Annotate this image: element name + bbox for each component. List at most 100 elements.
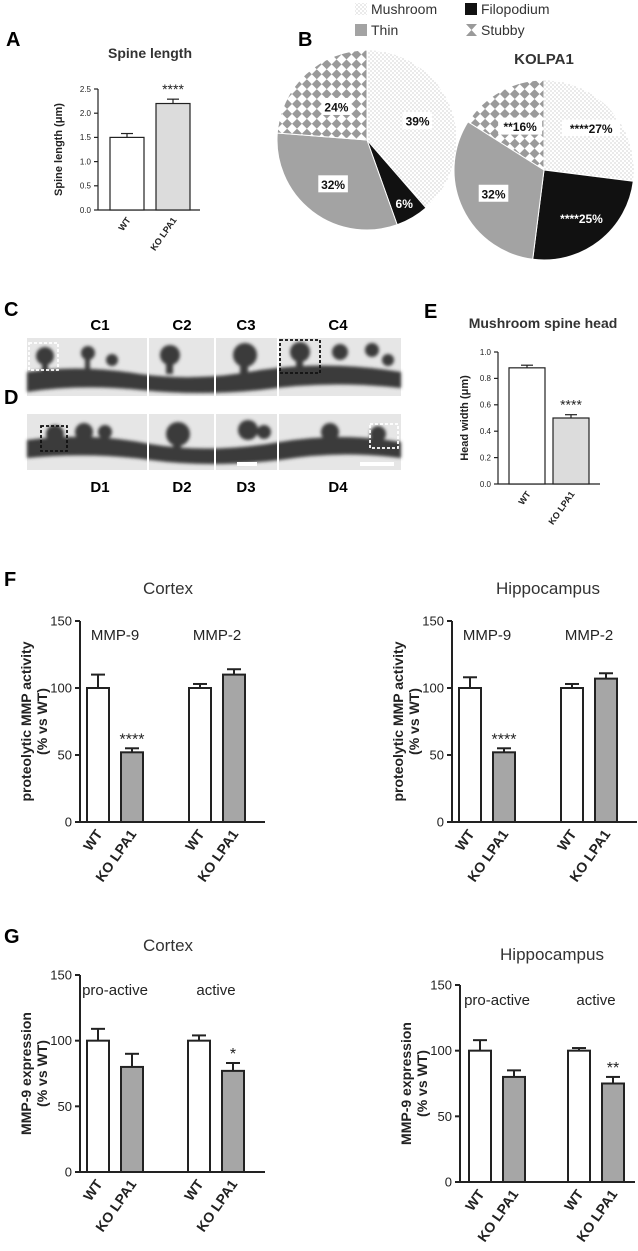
x-tick-label: KO LPA1 (546, 489, 576, 526)
chart-title: Cortex (143, 936, 194, 955)
micrograph-label-c3: C3 (236, 317, 255, 334)
chart-f-cortex: Cortex proteolytic MMP activity (% vs WT) 0… (18, 579, 265, 885)
y-axis-label: MMP-9 expression (18, 1012, 34, 1135)
group-label: MMP-9 (463, 627, 511, 644)
significance-marker: * (230, 1046, 236, 1063)
pie-slice-label: 39% (406, 115, 430, 129)
panel-letter-e: E (424, 301, 437, 323)
legend-label-stubby: Stubby (481, 22, 525, 38)
y-axis-label: proteolytic MMP activity (18, 641, 34, 801)
bar (560, 687, 584, 823)
panel-letter-a: A (6, 29, 20, 51)
x-tick-label: WT (561, 1186, 587, 1213)
bar (468, 1049, 492, 1183)
x-tick-label: WT (116, 215, 133, 233)
legend-swatch-mushroom (355, 3, 367, 15)
pie-title: KOLPA1 (514, 51, 574, 68)
legend-item-filopodium: Filopodium (465, 1, 549, 17)
pie-label-bg (498, 117, 543, 135)
y-tick-label: 150 (50, 968, 72, 983)
micrograph-label-d2: D2 (172, 479, 191, 496)
y-tick-label: 0.0 (480, 480, 492, 489)
bar (86, 687, 110, 823)
legend-label-mushroom: Mushroom (371, 1, 437, 17)
bar (552, 417, 590, 485)
y-axis-label: (% vs WT) (34, 688, 50, 755)
pie-label-bg (318, 175, 348, 193)
pie-slice-stubby (276, 49, 368, 141)
y-axis-label: proteolytic MMP activity (390, 641, 406, 801)
y-tick-label: 50 (58, 748, 72, 763)
micrograph-row-c (27, 338, 401, 396)
chart-g-hippocampus: Hippocampus MMP-9 expression (% vs WT) 0 50 1… (398, 945, 635, 1245)
bar (502, 1075, 526, 1184)
pie-slice-label: 32% (481, 187, 505, 201)
y-axis-label: (% vs WT) (406, 688, 422, 755)
y-tick-label: 1.5 (80, 133, 92, 142)
x-tick-label: WT (182, 826, 208, 853)
y-tick-label: 150 (430, 978, 452, 993)
roi-box-c-white (28, 342, 59, 371)
group-label: active (196, 982, 235, 999)
y-tick-label: 50 (438, 1109, 452, 1124)
chart-title: Hippocampus (500, 945, 604, 964)
y-tick-label: 2.5 (80, 85, 92, 94)
pie-label-bg (478, 184, 509, 202)
pie-label-bg (321, 97, 352, 115)
bar (187, 1039, 211, 1173)
bar (120, 1065, 144, 1174)
x-tick-label: WT (554, 826, 580, 853)
y-tick-label: 100 (422, 681, 444, 696)
y-axis-label: (% vs WT) (414, 1050, 430, 1117)
scale-bar-d4 (360, 462, 394, 466)
micrograph-label-d1: D1 (90, 479, 109, 496)
bar (601, 1082, 625, 1183)
group-label: MMP-2 (565, 627, 613, 644)
significance-marker: **** (120, 731, 145, 748)
y-tick-label: 1.0 (480, 348, 492, 357)
y-tick-label: 100 (50, 1033, 72, 1048)
chart-a: Spine length Spine length (μm) 0.0 0.5 1.0 1.… (53, 45, 200, 253)
bar (86, 1039, 110, 1173)
panel-letter-c: C (4, 299, 18, 321)
group-label: pro-active (82, 982, 148, 999)
y-tick-label: 0.5 (80, 182, 92, 191)
roi-box-d-white (369, 423, 399, 449)
panel-letter-g: G (4, 926, 20, 948)
chart-title: Cortex (143, 579, 194, 598)
panel-letter-f: F (4, 569, 16, 591)
chart-title: Spine length (108, 45, 192, 61)
micrograph-label-d4: D4 (328, 479, 348, 496)
y-tick-label: 100 (50, 681, 72, 696)
scale-bar-d3 (237, 462, 257, 466)
pie-slice-label: **16% (503, 120, 537, 134)
charts-layer: Spine length Spine length (μm) 0.0 0.5 1.0 1.… (18, 45, 637, 1245)
legend-label-thin: Thin (371, 22, 398, 38)
significance-marker: **** (560, 397, 582, 413)
y-tick-label: 100 (430, 1043, 452, 1058)
pie-slice-label: ****25% (560, 212, 603, 226)
legend-item-stubby: Stubby (466, 22, 525, 38)
pie-slice-label: ****27% (570, 122, 613, 136)
y-tick-label: 0.4 (480, 427, 492, 436)
group-label: active (576, 992, 615, 1009)
legend-label-filopodium: Filopodium (481, 1, 549, 17)
y-tick-label: 50 (430, 748, 444, 763)
micrograph-row-d (27, 414, 401, 470)
pie-label-bg (562, 119, 621, 137)
significance-marker: **** (162, 81, 184, 97)
y-tick-label: 2.0 (80, 109, 92, 118)
bar (567, 1049, 591, 1183)
y-tick-label: 0 (65, 815, 72, 830)
bar (155, 102, 191, 211)
significance-marker: ** (607, 1060, 619, 1077)
micrograph-panel: C1 C2 C3 C4 (27, 317, 401, 496)
bar (120, 751, 144, 824)
y-tick-label: 0.6 (480, 401, 492, 410)
x-tick-label: WT (516, 489, 533, 507)
y-axis-label: (% vs WT) (34, 1040, 50, 1107)
x-tick-label: KO LPA1 (148, 215, 178, 252)
bar (188, 687, 212, 823)
pie-legend: Mushroom Filopodium Thin Stubby (355, 1, 549, 38)
